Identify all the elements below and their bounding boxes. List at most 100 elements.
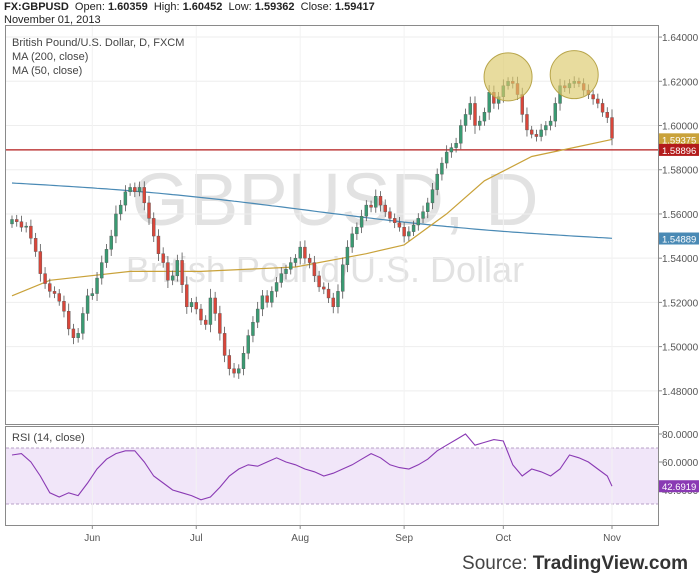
candle (118, 200, 123, 221)
price-tag-label: 1.54889 (662, 235, 696, 246)
candle-body (449, 147, 454, 153)
candle (284, 264, 288, 280)
candle-body (430, 189, 435, 204)
candle (289, 256, 293, 275)
candle-body (48, 283, 52, 292)
candle (81, 307, 85, 340)
candle (397, 217, 402, 232)
candle (213, 291, 217, 321)
rsi-band (6, 447, 658, 505)
candle (591, 90, 595, 105)
candle-body (213, 297, 217, 314)
time-tick-label: Oct (496, 533, 512, 544)
legend-title: British Pound/U.S. Dollar, D, FXCM (12, 37, 185, 49)
candle-body (156, 235, 161, 254)
candle (534, 129, 539, 142)
candle-body (128, 187, 132, 193)
candle (19, 215, 24, 232)
candle-body (170, 275, 175, 281)
candle-body (350, 233, 354, 248)
candle-body (109, 235, 113, 250)
candle (204, 315, 208, 330)
candle-body (279, 273, 283, 283)
candle-body (383, 204, 387, 212)
candle-body (525, 114, 529, 131)
price-tick-label: 1.56000 (662, 210, 699, 221)
candle-body (66, 311, 71, 330)
price-tag (659, 133, 699, 146)
candle (482, 107, 487, 126)
candle-body (402, 227, 406, 237)
rsi-panel-frame (5, 426, 659, 526)
candle (133, 182, 137, 198)
candle (440, 157, 444, 181)
candle-body (142, 187, 146, 204)
candle-body (397, 222, 402, 228)
candle-body (303, 246, 307, 259)
time-tick-label: Nov (603, 533, 621, 544)
rsi-tick-label: 80.0000 (662, 430, 699, 441)
candle (411, 220, 416, 236)
candle (350, 226, 354, 253)
candle-body (284, 269, 288, 274)
legend-ma200: MA (200, close) (12, 51, 89, 63)
candle-body (312, 262, 317, 277)
candle-body (322, 286, 326, 290)
time-tick-label: Jul (190, 533, 203, 544)
candle-body (605, 112, 609, 118)
candle (156, 229, 161, 262)
candle (142, 181, 146, 211)
candle-body (137, 187, 142, 193)
candle-body (336, 291, 340, 308)
candle (222, 326, 227, 363)
candle-body (76, 333, 80, 338)
candle-body (19, 221, 24, 228)
candle (185, 276, 189, 314)
candle (544, 121, 548, 136)
candles (10, 76, 614, 379)
candle (95, 271, 99, 301)
candle-body (208, 297, 213, 325)
candle (251, 316, 255, 343)
candle-body (38, 251, 43, 274)
candle (10, 215, 14, 228)
candle (33, 232, 38, 257)
candle-body (161, 253, 165, 263)
candle-body (553, 103, 558, 122)
candle-body (473, 103, 477, 126)
candle (170, 270, 175, 286)
source-prefix: Source: (462, 553, 528, 574)
candle (189, 297, 194, 313)
candle-body (298, 246, 302, 259)
candle-body (15, 219, 19, 222)
candle (114, 205, 118, 244)
ma50-line (11, 138, 613, 297)
candle-body (218, 313, 222, 334)
candle (194, 296, 198, 315)
candle (100, 255, 104, 285)
candle (322, 282, 326, 295)
candle-body (374, 196, 378, 208)
candle-body (180, 260, 184, 285)
candle (307, 253, 312, 269)
price-tick-label: 1.54000 (662, 254, 699, 265)
highlight-circles (483, 50, 599, 102)
candle (444, 145, 449, 169)
candle (241, 346, 246, 376)
candle (341, 257, 345, 299)
price-tick-label: 1.64000 (662, 33, 699, 44)
candle-body (123, 191, 128, 206)
candle (378, 191, 383, 212)
candle (199, 304, 203, 326)
candle (85, 288, 90, 321)
candle-body (104, 249, 109, 263)
candle-body (10, 219, 14, 225)
candle-body (204, 319, 208, 325)
candle (260, 290, 265, 317)
low-label: Low: (228, 1, 252, 13)
candle-body (355, 227, 359, 235)
candle (180, 252, 184, 293)
candle-body (255, 308, 260, 323)
